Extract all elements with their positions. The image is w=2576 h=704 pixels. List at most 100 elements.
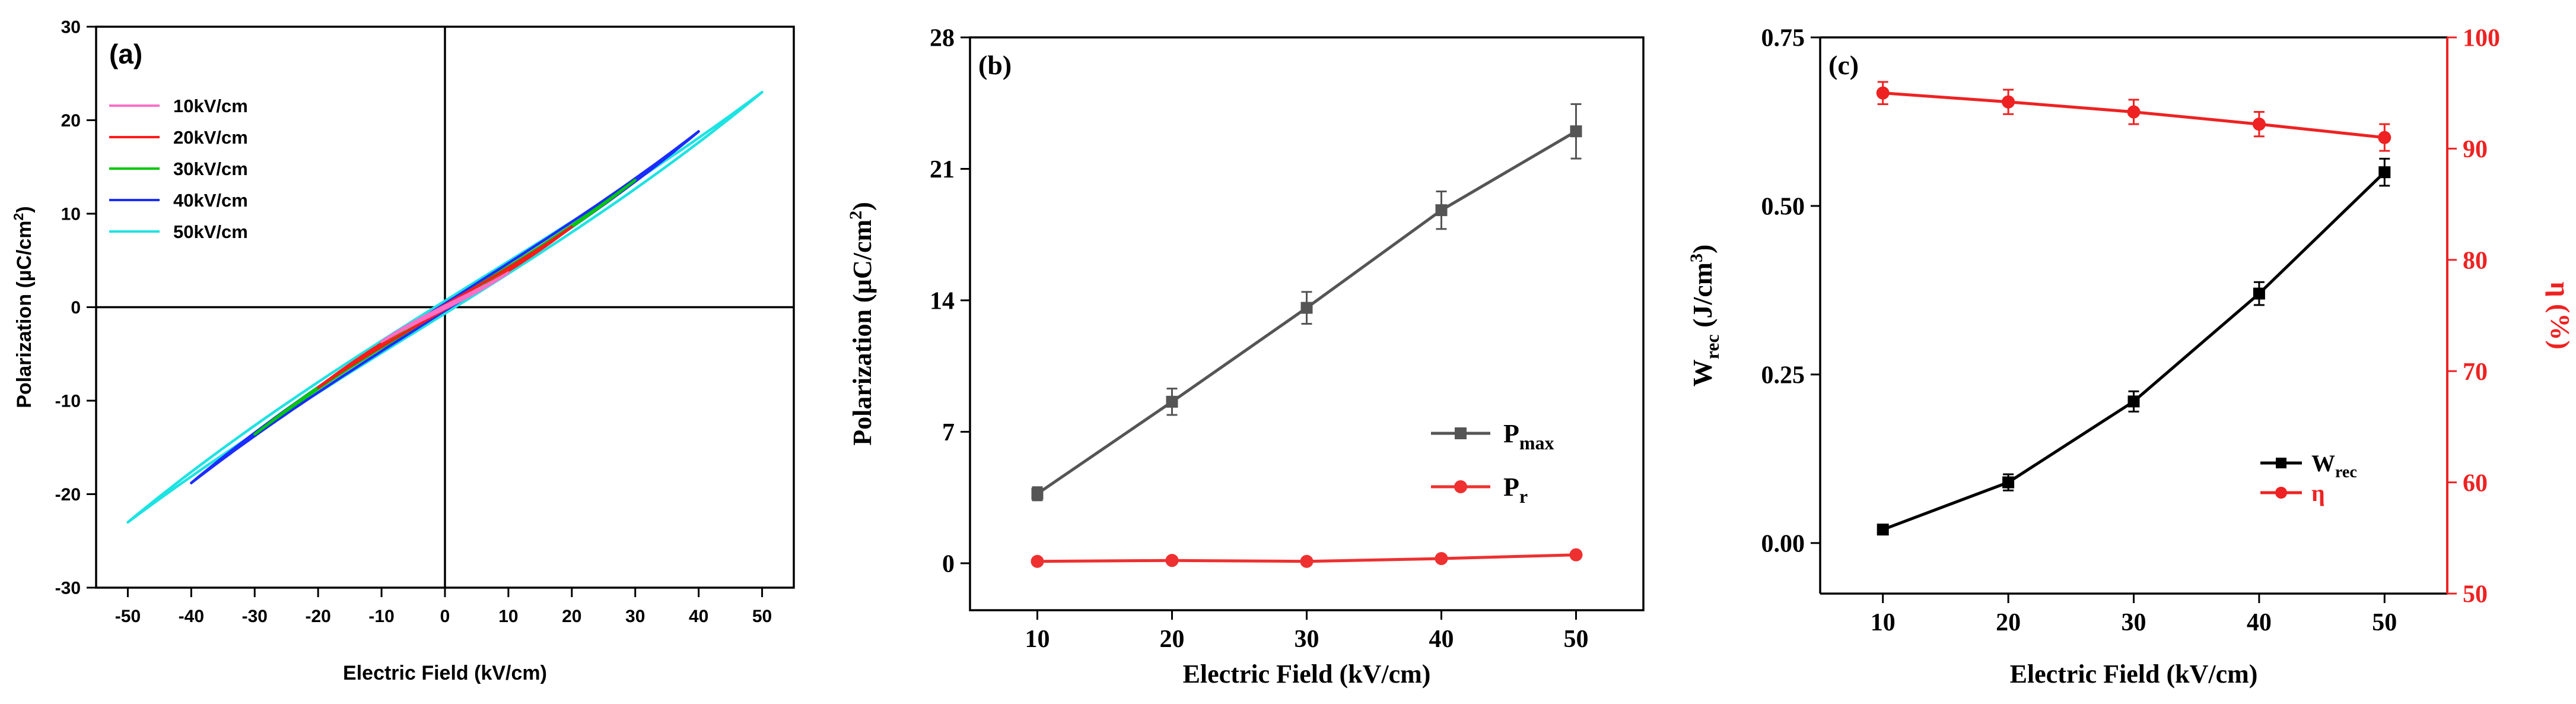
panel-a-x-tick-label: -50 [115,607,141,626]
panel-a-x-tick-label: 0 [440,607,450,626]
panel-b-legend-marker [1455,427,1467,439]
panel-c-y-left-axis-title: Wrec (J/cm3) [1687,245,1723,387]
panel-b-x-tick-label: 50 [1564,626,1589,653]
panel-b-point-Pr [1569,548,1583,562]
panel-c-y-left-axis-title-tail: ) [1687,245,1718,253]
panel-b-x-axis-title: Electric Field (kV/cm) [1183,659,1431,689]
panel-c-point-Wrec [2378,166,2391,179]
panel-c-x-tick-label: 50 [2372,609,2397,636]
panel-c-point-Wrec [2127,395,2140,408]
panel-a-legend-label: 20kV/cm [173,127,248,148]
panel-c-legend-label-sub: rec [2335,463,2357,481]
panel-a-y-tick-label: -20 [55,485,81,505]
panel-c-y-left-tick-label: 0.75 [1761,25,1805,52]
panel-a-label: (a) [109,39,142,69]
panel-c-y-left-axis-title-sup: 3 [1687,253,1706,262]
panel-c-y-right-axis-title: η (%) [2545,281,2575,349]
panel-b-point-Pr [1165,554,1179,567]
panel-c-y-left-tick-label: 0.00 [1761,531,1805,558]
panel-c-y-right-tick-label: 80 [2463,248,2488,275]
panel-c-y-right-tick-label: 100 [2463,25,2500,52]
panel-b-point-Pmax [1300,302,1313,314]
panel-c-label: (c) [1828,50,1859,80]
panel-c-x-tick-label: 20 [1996,609,2021,636]
panel-b-point-Pmax [1031,487,1044,500]
panel-c-y-left-axis-title-sub: rec [1702,334,1723,359]
panel-c-legend-label: η [2311,480,2325,506]
panel-c-y-right-tick-label: 90 [2463,136,2488,163]
panel-b-x-tick-label: 10 [1025,626,1050,653]
panel-b-y-tick-label: 14 [930,288,955,315]
panel-c-legend-label-main: W [2311,450,2335,477]
panel-a-legend-label: 50kV/cm [173,221,248,242]
panel-a-x-tick-label: -10 [368,607,394,626]
panel-c-legend-label-main: η [2311,480,2325,506]
panel-b-x-tick-label: 20 [1160,626,1185,653]
panel-a-x-tick-label: 30 [625,607,645,626]
panel-a-y-tick-label: 0 [71,298,81,318]
panel-b-y-axis-title-main: Polarization (µC/cm [848,220,877,446]
panel-a-y-axis-title-sup: 2 [11,213,26,221]
panel-c-point-η [2127,105,2141,119]
panel-c-x-tick-label: 10 [1871,609,1896,636]
panel-a-x-tick-label: -30 [242,607,268,626]
panel-c-point-η [2002,95,2015,109]
panel-a-y-axis-title-main: Polarization (µC/cm [13,220,36,408]
panel-c-y-left-axis-title-mid: (J/cm [1687,262,1718,334]
panel-a-x-tick-label: 50 [752,607,772,626]
panel-c-y-right-tick-label: 50 [2463,581,2488,608]
panel-b-legend-label-main: P [1503,472,1519,502]
panel-a-y-tick-label: -10 [55,392,81,411]
panel-b-legend-label-sub: max [1519,432,1554,454]
panel-c-point-η [2378,131,2391,144]
panel-a-x-axis-title: Electric Field (kV/cm) [343,662,547,684]
panel-b-point-Pr [1300,554,1314,568]
panel-c-legend-marker [2275,487,2287,499]
panel-a-y-axis-title: Polarization (µC/cm2) [11,206,36,408]
panel-a-legend-label: 30kV/cm [173,158,248,179]
panel-c-legend-marker [2276,458,2286,468]
panel-c-y-right-tick-label: 60 [2463,470,2488,497]
panel-a-x-tick-label: -40 [179,607,204,626]
panel-a-y-axis-title-tail: ) [13,206,36,213]
panel-b-x-tick-label: 40 [1429,626,1454,653]
panel-a-y-tick-label: -30 [55,579,81,598]
panel-b-point-Pmax [1166,395,1178,408]
panel-b-legend-label-sub: r [1519,486,1528,507]
panel-c-y-left-tick-label: 0.50 [1761,194,1805,221]
panel-a-y-tick-label: 20 [61,111,81,131]
panel-c-point-Wrec [2253,287,2265,300]
panel-a-x-tick-label: 20 [562,607,581,626]
panel-b-legend-label: Pmax [1503,419,1554,454]
panel-b-label: (b) [978,50,1012,80]
panel-b-y-tick-label: 0 [942,551,955,578]
panel-a-y-tick-label: 30 [61,18,81,37]
panel-b-point-Pmax [1435,204,1448,217]
panel-c-series-line-Wrec [1882,171,2386,531]
panel-b-point-Pr [1435,551,1448,565]
panel-b-point-Pr [1031,554,1044,568]
panel-b-x-tick-label: 30 [1295,626,1319,653]
panel-b-legend-label: Pr [1503,472,1528,507]
panel-b-legend-label-main: P [1503,419,1519,448]
panel-a-x-tick-label: 40 [689,607,708,626]
panel-a-x-tick-label: -20 [306,607,331,626]
panel-a: -50 -40 -30 -20 -10 0 10 20 30 40 50 -30 -20 -10 0 10 20… [11,18,795,684]
panel-c-legend-label: Wrec [2311,450,2357,481]
panel-c: 10 20 30 40 50 0.00 0.25 0.50 0.75 50 60 70 80 90 100 (… [1687,25,2575,689]
panel-b-point-Pmax [1570,125,1582,138]
panel-c-x-tick-label: 30 [2122,609,2146,636]
panel-c-x-axis-title: Electric Field (kV/cm) [2010,659,2258,689]
panel-a-y-tick-label: 10 [61,205,81,224]
panel-c-y-left-axis-title-main: W [1687,359,1718,386]
panel-c-point-Wrec [2002,476,2015,489]
panel-c-x-tick-label: 40 [2247,609,2272,636]
panel-a-x-tick-label: 10 [498,607,518,626]
panel-a-loop-10kV/cm [380,271,510,344]
panel-a-legend-label: 40kV/cm [173,190,248,211]
panel-a-legend-label: 10kV/cm [173,96,248,116]
panel-b-y-tick-label: 28 [930,25,955,52]
panel-b-y-tick-label: 21 [930,156,955,183]
